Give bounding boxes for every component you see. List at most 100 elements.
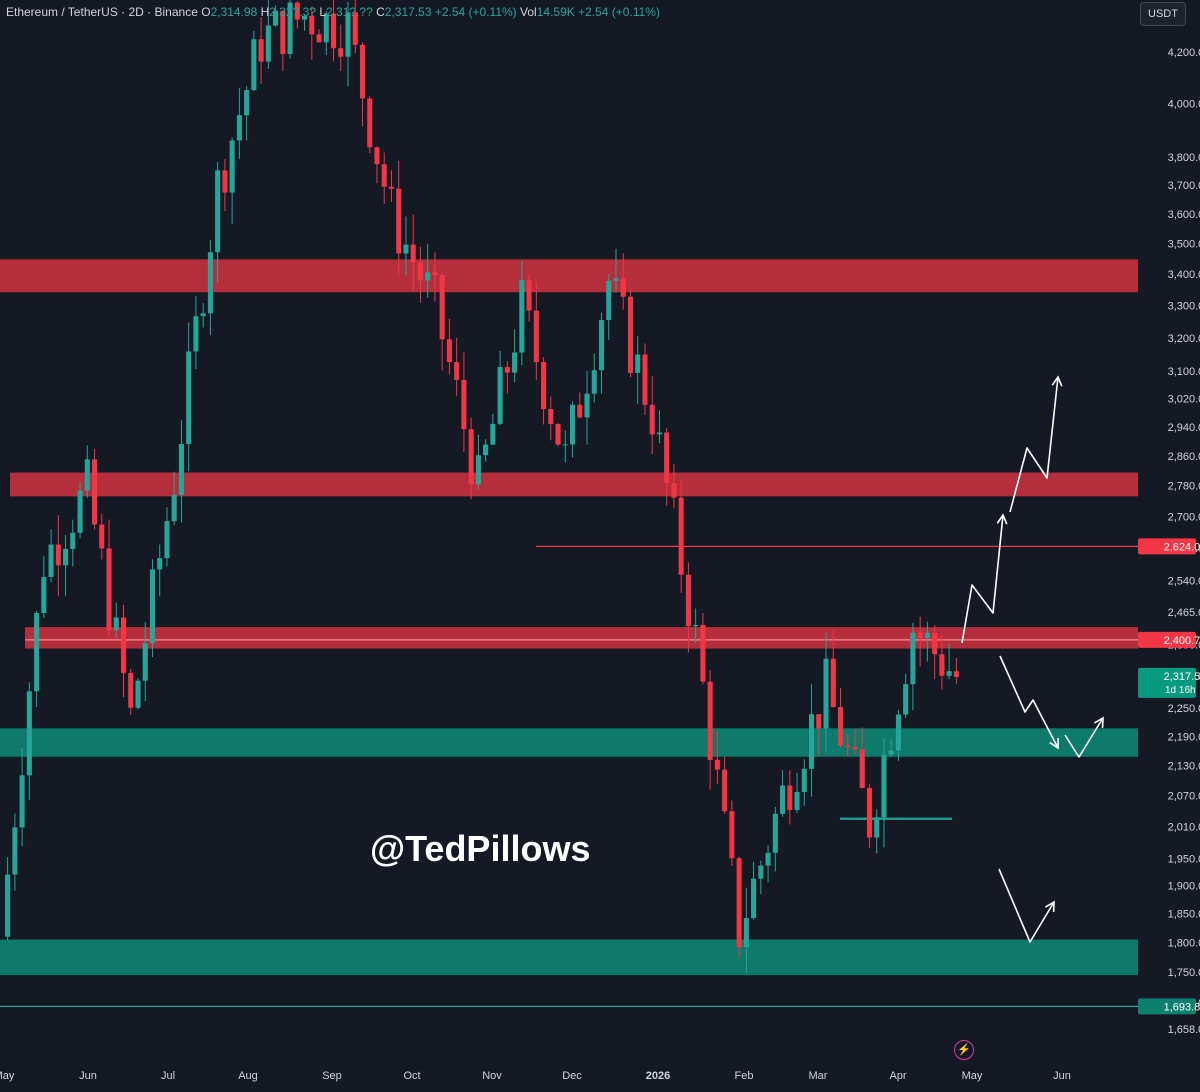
candle-body <box>837 707 844 746</box>
x-tick-label: Jul <box>161 1070 175 1082</box>
candle-body <box>157 558 163 570</box>
volume-change: +2.54 (+0.11%) <box>578 5 660 19</box>
candle-body <box>338 48 344 57</box>
x-tick-label: Jun <box>1053 1070 1071 1082</box>
candle-body <box>606 280 612 321</box>
y-tick-label: 2,540.00 <box>1168 576 1200 588</box>
volume-label: Vol <box>520 5 537 19</box>
candle-body <box>577 404 583 418</box>
candle-body <box>352 12 358 45</box>
x-tick-label: May <box>0 1070 15 1082</box>
candle-body <box>446 339 452 363</box>
candle-body <box>186 351 192 444</box>
candle-body <box>497 367 503 424</box>
candle-body <box>193 316 199 352</box>
arrowhead-4 <box>1044 900 1055 913</box>
y-tick-label: 2,010.00 <box>1168 822 1200 834</box>
candle-body <box>946 671 952 676</box>
chart-legend: Ethereum / TetherUS · 2D · Binance O 2,31… <box>6 5 660 19</box>
y-tick-label: 1,800.00 <box>1168 938 1200 950</box>
x-tick-label: Sep <box>322 1070 342 1082</box>
candles-group <box>5 0 959 974</box>
x-tick-label: Mar <box>809 1070 828 1082</box>
candle-body <box>5 874 11 937</box>
candle-body <box>41 576 47 613</box>
candle-body <box>758 865 764 879</box>
candle-body <box>236 115 242 141</box>
arrowhead-0 <box>996 513 1008 525</box>
candle-body <box>953 671 959 677</box>
candle-body <box>77 490 83 533</box>
x-tick-label: Jun <box>79 1070 97 1082</box>
candle-body <box>215 170 221 253</box>
candle-body <box>388 186 395 189</box>
candle-body <box>852 747 858 750</box>
price-label-2: 2,317.53 <box>1164 671 1200 683</box>
x-tick-label: Apr <box>889 1070 906 1082</box>
candle-body <box>222 170 228 193</box>
open-label: O <box>201 5 211 19</box>
watermark-handle: @TedPillows <box>370 828 591 869</box>
y-tick-label: 2,780.00 <box>1168 481 1200 493</box>
volume-value: 14.59K <box>536 5 575 19</box>
candle-body <box>808 714 815 769</box>
candle-body <box>142 643 148 681</box>
y-tick-label: 2,940.00 <box>1168 422 1200 434</box>
candle-body <box>258 39 264 62</box>
candle-body <box>48 544 54 577</box>
candle-body <box>801 768 807 793</box>
resistance-zone-2 <box>25 627 1138 649</box>
candle-body <box>84 459 90 491</box>
candle-body <box>19 775 25 828</box>
candle-body <box>323 13 329 43</box>
candle-body <box>330 13 337 49</box>
candle-body <box>519 280 525 353</box>
currency-button[interactable]: USDT <box>1140 2 1186 26</box>
candle-body <box>924 632 930 638</box>
candle-body <box>751 878 757 919</box>
scenario-arrow-0 <box>961 514 1004 644</box>
candle-body <box>569 404 576 445</box>
candle-body <box>627 296 634 373</box>
x-tick-label: May <box>962 1070 983 1082</box>
resistance-zone-1 <box>10 472 1138 497</box>
low-value: 2,31?.?? <box>326 5 373 19</box>
candle-body <box>613 278 619 281</box>
lightning-icon[interactable]: ⚡ <box>954 1040 974 1060</box>
arrowhead-1 <box>1051 375 1063 387</box>
y-tick-label: 3,600.00 <box>1168 209 1200 221</box>
candle-body <box>866 787 873 838</box>
price-label-0: 2,624.07 <box>1164 541 1200 553</box>
candle-body <box>555 424 561 445</box>
symbol-label[interactable]: Ethereum / TetherUS · 2D · Binance <box>6 5 198 19</box>
y-tick-label: 1,750.00 <box>1168 967 1200 979</box>
y-tick-label: 2,250.00 <box>1168 703 1200 715</box>
y-tick-label: 3,100.00 <box>1168 366 1200 378</box>
candle-body <box>830 658 836 708</box>
y-tick-label: 4,000.00 <box>1168 98 1200 110</box>
candle-body <box>526 280 532 311</box>
candle-body <box>787 785 793 810</box>
candle-body <box>678 497 684 575</box>
x-tick-label: Aug <box>238 1070 258 1082</box>
candle-body <box>280 10 286 55</box>
candle-body <box>504 367 510 373</box>
arrowhead-2 <box>1049 737 1059 750</box>
support-zone-3 <box>0 728 1138 757</box>
candle-body <box>903 684 909 715</box>
price-label-bg-0 <box>1138 538 1196 555</box>
candle-body <box>461 379 467 430</box>
candle-body <box>207 252 213 314</box>
candle-body <box>244 90 250 116</box>
candle-body <box>671 483 677 498</box>
candle-body <box>91 459 98 525</box>
candle-body <box>490 423 496 445</box>
candle-body <box>794 792 800 810</box>
candle-body <box>432 272 438 276</box>
y-tick-label: 3,800.00 <box>1168 152 1200 164</box>
candle-body <box>106 548 112 631</box>
candle-body <box>932 632 938 655</box>
